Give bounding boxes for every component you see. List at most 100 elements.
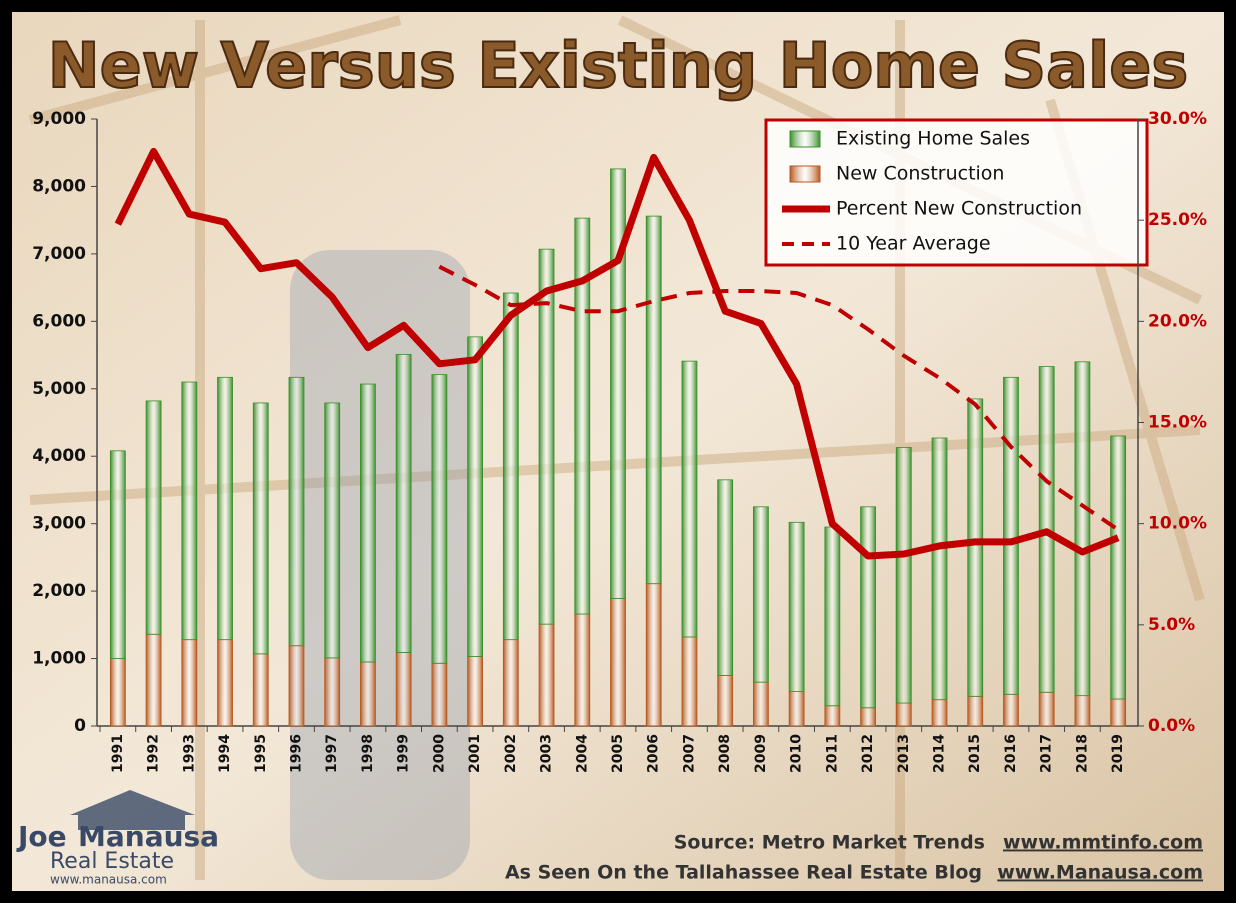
logo-first: Joe <box>16 820 67 853</box>
bar <box>860 506 876 709</box>
bar <box>645 215 662 585</box>
y-tick-label: 3,000 <box>32 514 86 534</box>
legend-box <box>764 118 1149 267</box>
bar <box>252 653 269 727</box>
line-series <box>114 147 1120 560</box>
source-url: www.mmtinfo.com <box>1003 832 1203 854</box>
legend-label: New Construction <box>836 163 1004 185</box>
bar <box>252 402 269 655</box>
x-tick-label: 2000 <box>431 734 447 773</box>
line-series <box>438 264 1120 532</box>
bar <box>431 662 448 727</box>
bar <box>574 217 591 615</box>
x-tick-label: 1991 <box>110 734 126 773</box>
y2-tick-label: 30.0% <box>1148 109 1207 129</box>
bar <box>1003 376 1019 695</box>
x-tick-label: 1997 <box>324 734 340 773</box>
bar <box>360 661 376 727</box>
x-tick-label: 2017 <box>1039 734 1055 773</box>
y-tick-label: 1,000 <box>32 649 86 669</box>
bar <box>967 695 984 727</box>
chart-title: New Versus Existing Home Sales <box>48 29 1188 102</box>
x-tick-label: 1995 <box>253 734 269 773</box>
bar <box>395 353 412 653</box>
legend-label: Existing Home Sales <box>836 128 1030 150</box>
x-tick-label: 2005 <box>610 734 626 773</box>
bar <box>931 699 948 727</box>
y2-tick-label: 20.0% <box>1148 311 1207 331</box>
bar <box>681 360 698 638</box>
x-tick-label: 2004 <box>574 734 590 773</box>
x-tick-label: 2008 <box>717 734 733 773</box>
bar <box>181 381 198 641</box>
x-tick-label: 1993 <box>181 734 197 773</box>
bar <box>752 506 769 683</box>
y-tick-label: 8,000 <box>32 176 86 196</box>
x-tick-label: 2006 <box>646 734 662 773</box>
bar <box>324 657 341 727</box>
y2-tick-label: 15.0% <box>1148 413 1207 433</box>
y-tick-label: 7,000 <box>32 244 86 264</box>
bar <box>109 450 126 659</box>
bar <box>1074 361 1091 697</box>
logo-line2: Real Estate <box>50 849 174 874</box>
bar <box>288 376 305 647</box>
bar <box>788 691 805 727</box>
y-tick-label: 0 <box>74 716 86 736</box>
x-tick-label: 1992 <box>146 734 162 773</box>
x-tick-label: 2007 <box>681 734 697 773</box>
bar <box>502 292 519 641</box>
x-tick-label: 2018 <box>1074 734 1090 773</box>
bar <box>860 707 876 727</box>
y2-tick-label: 5.0% <box>1148 615 1195 635</box>
bar <box>502 639 519 727</box>
x-tick-label: 2014 <box>932 734 948 773</box>
y-tick-label: 5,000 <box>32 379 86 399</box>
y2-tick-label: 10.0% <box>1148 514 1207 534</box>
bar <box>931 437 948 701</box>
x-tick-label: 1996 <box>288 734 304 773</box>
bar <box>895 447 912 704</box>
bar <box>538 623 555 727</box>
x-tick-label: 2016 <box>1003 734 1019 773</box>
bar <box>824 705 841 727</box>
bar <box>467 336 484 657</box>
x-tick-label: 2001 <box>467 734 483 773</box>
bar <box>1038 691 1055 727</box>
logo: Joe Manausa Real Estate www.manausa.com <box>16 790 219 887</box>
x-tick-label: 2009 <box>753 734 769 773</box>
bar <box>145 400 162 635</box>
blog: As Seen On the Tallahassee Real Estate B… <box>505 862 982 884</box>
bar <box>538 248 555 625</box>
bar <box>109 658 126 727</box>
bar <box>181 639 198 727</box>
x-tick-label: 2011 <box>824 734 840 773</box>
source: Source: Metro Market Trends <box>674 832 985 854</box>
y2-tick-label: 0.0% <box>1148 716 1195 736</box>
legend-swatch <box>789 165 821 183</box>
x-tick-label: 2002 <box>503 734 519 773</box>
bar <box>610 168 626 599</box>
bar <box>217 376 233 641</box>
y-tick-label: 6,000 <box>32 311 86 331</box>
x-tick-label: 2010 <box>789 734 805 773</box>
y-tick-label: 2,000 <box>32 581 86 601</box>
bar <box>752 681 769 727</box>
bar <box>288 645 305 727</box>
bar <box>395 652 412 727</box>
x-tick-label: 1999 <box>396 734 412 773</box>
logo-url: www.manausa.com <box>50 873 167 887</box>
bar <box>1110 698 1127 727</box>
x-tick-label: 2012 <box>860 734 876 773</box>
bar <box>1110 435 1127 700</box>
bar <box>1003 693 1019 727</box>
x-tick-label: 2003 <box>539 734 555 773</box>
bar <box>895 702 912 727</box>
bar <box>1074 695 1091 727</box>
x-tick-label: 2015 <box>967 734 983 773</box>
y-tick-label: 4,000 <box>32 446 86 466</box>
logo-last: Manausa <box>78 820 219 853</box>
x-tick-label: 2019 <box>1110 734 1126 773</box>
blog-url: www.Manausa.com <box>997 862 1203 884</box>
legend-swatch <box>789 130 821 148</box>
